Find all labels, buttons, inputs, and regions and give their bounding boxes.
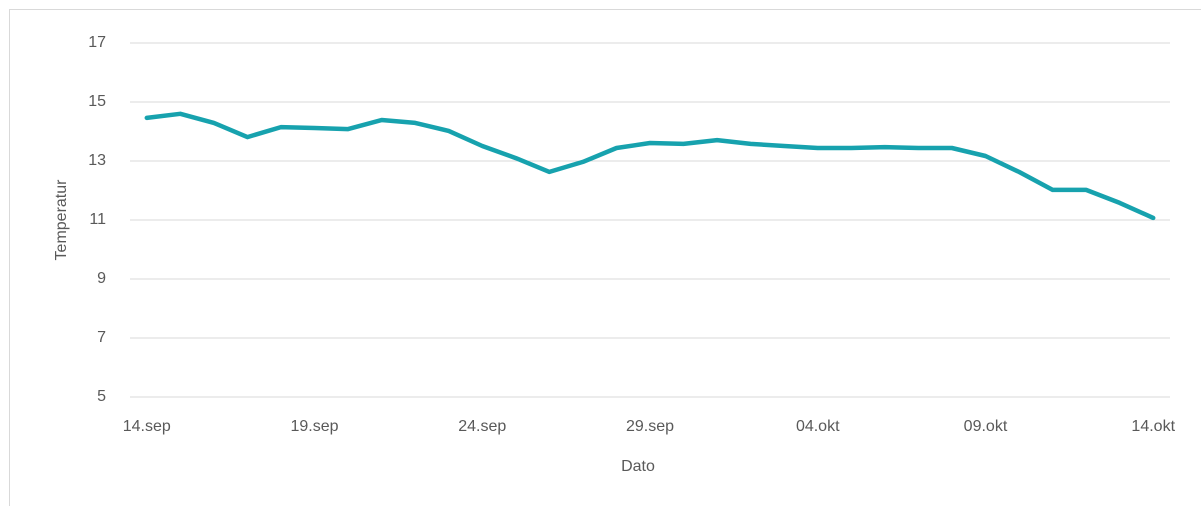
y-tick-label: 11	[89, 211, 106, 228]
line	[144, 111, 1156, 221]
x-tick-label: 14.okt	[1131, 418, 1175, 435]
y-tick-label: 9	[97, 270, 106, 287]
x-axis-label: Dato	[621, 458, 655, 475]
x-tick-label: 29.sep	[626, 418, 674, 435]
x-tick-label: 19.sep	[290, 418, 338, 435]
y-axis-label: Temperatur	[53, 179, 70, 261]
y-tick-label: 17	[88, 34, 106, 51]
y-tick-label: 13	[88, 152, 106, 169]
chart-border	[9, 9, 1201, 506]
x-tick-label: 14.sep	[123, 418, 171, 435]
y-tick-label: 7	[97, 329, 106, 346]
y-tick-label: 5	[97, 388, 106, 405]
y-tick-label: 15	[88, 93, 106, 110]
x-tick-label: 09.okt	[964, 418, 1008, 435]
x-tick-label: 24.sep	[458, 418, 506, 435]
x-tick-label: 04.okt	[796, 418, 840, 435]
